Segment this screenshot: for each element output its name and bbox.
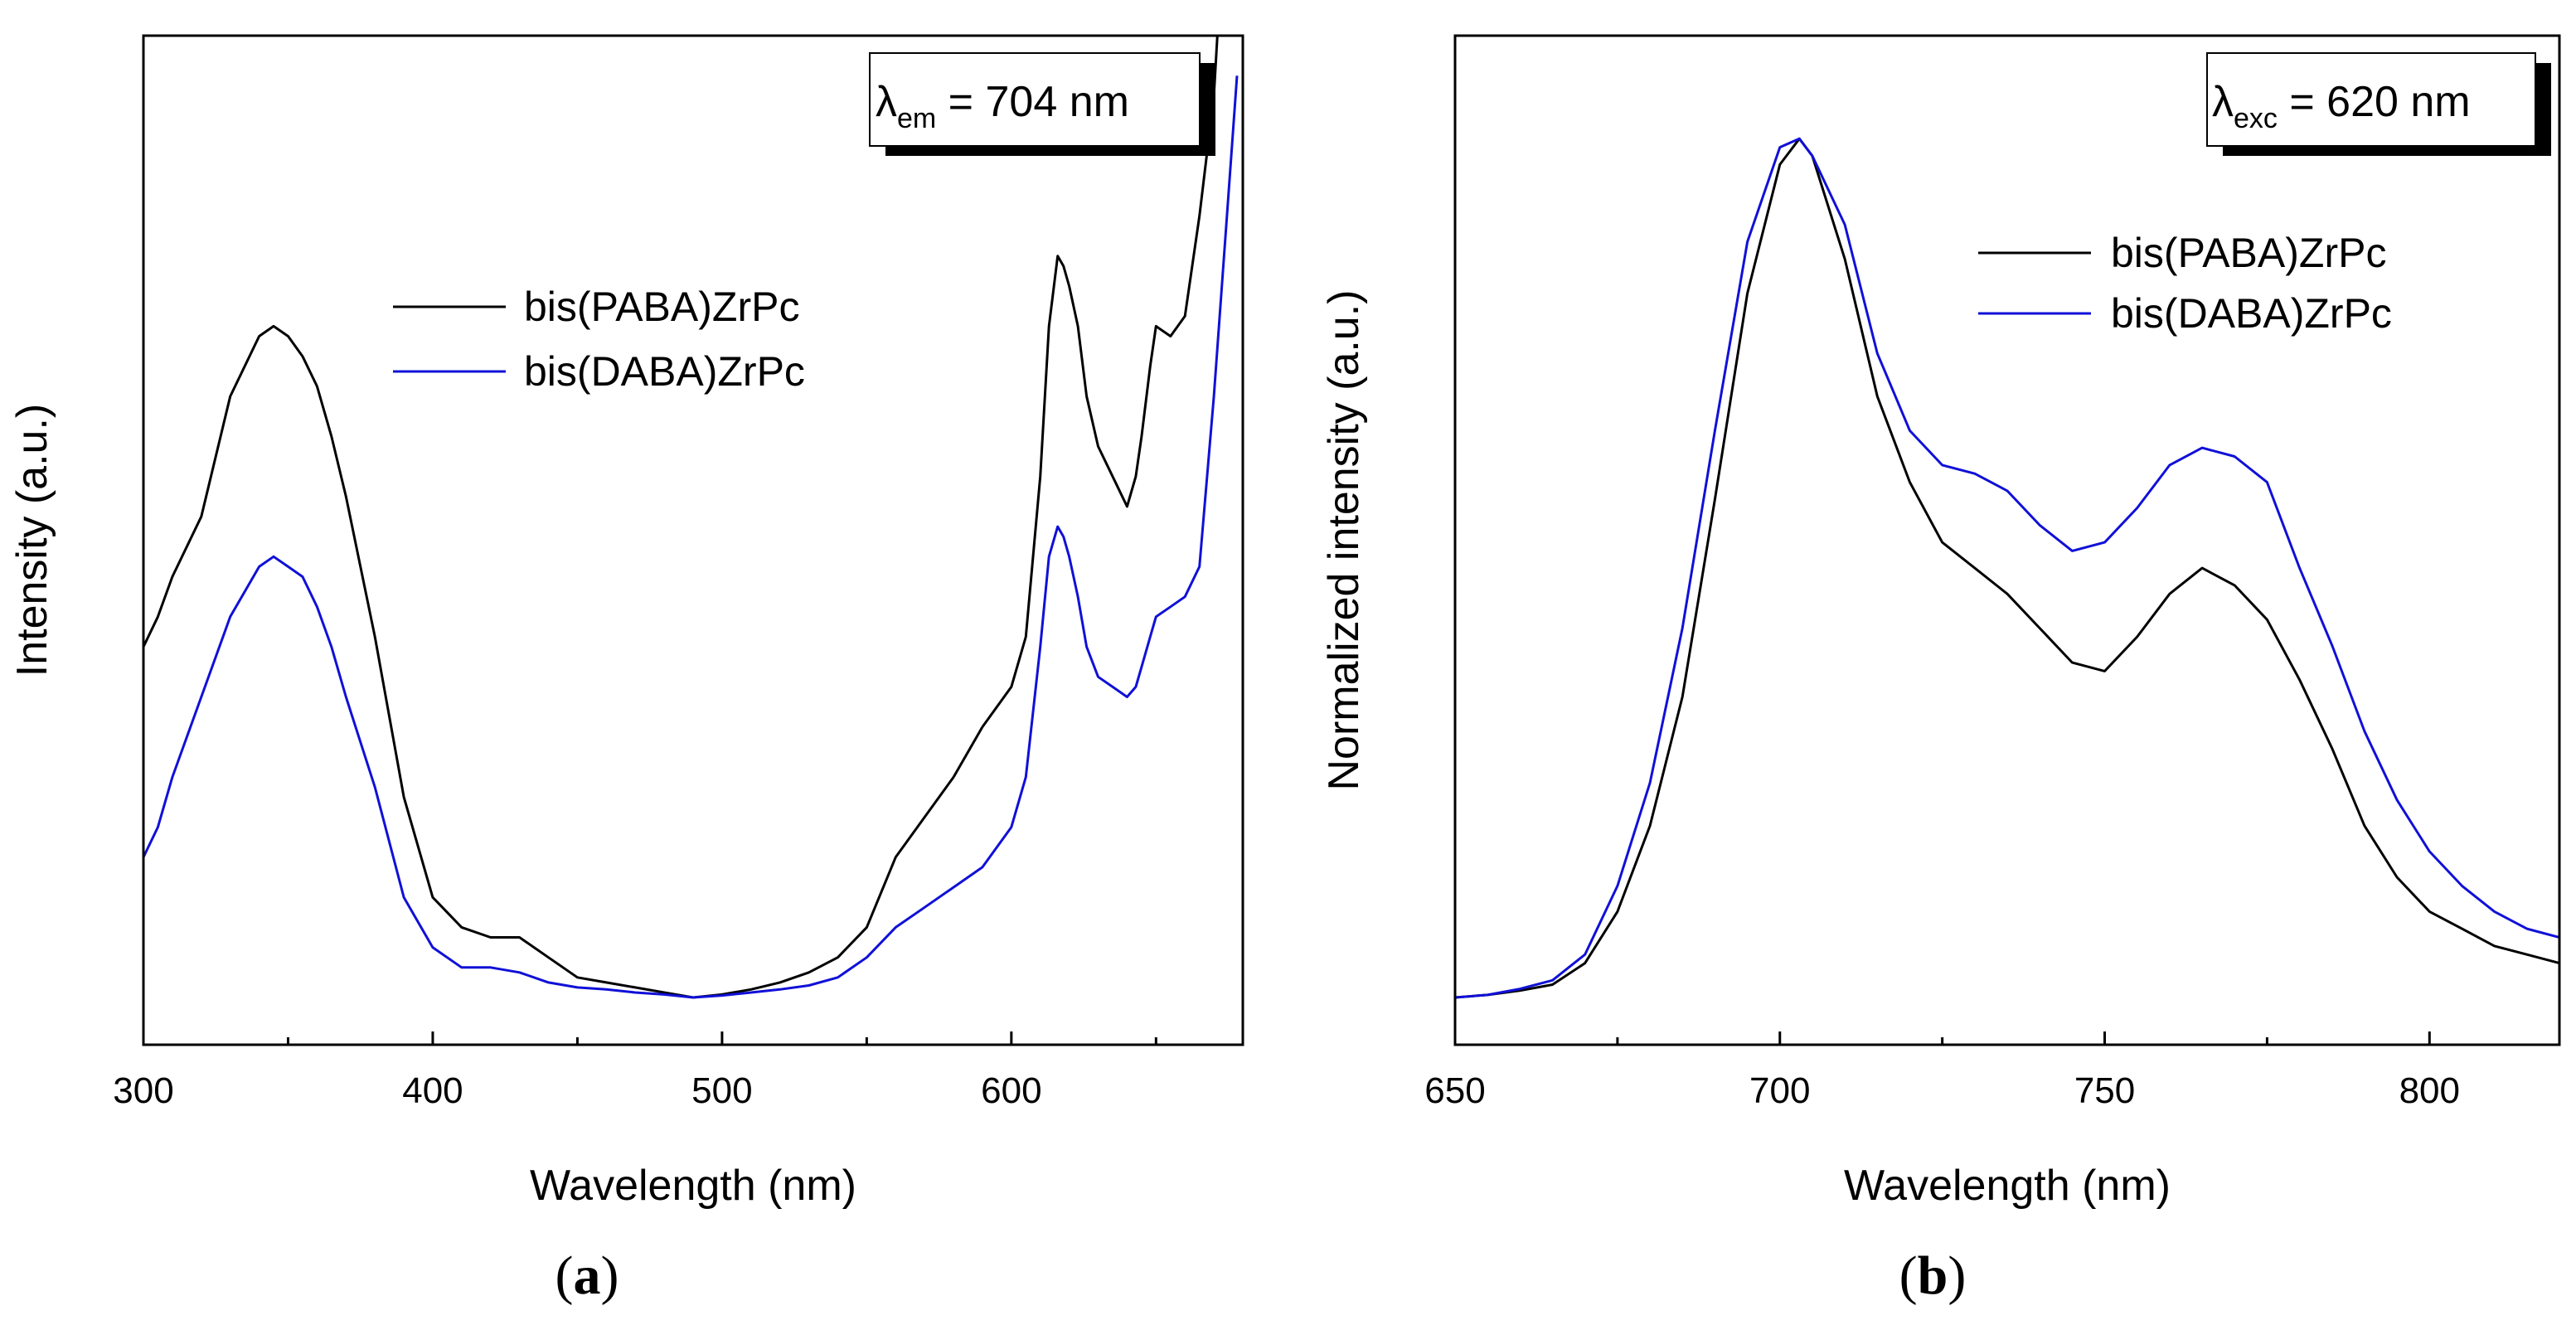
panel-a-x-tick-label: 400 bbox=[402, 1070, 463, 1111]
panel-a-x-tick-label: 600 bbox=[981, 1070, 1041, 1111]
panel-a-series-daba-line bbox=[143, 75, 1239, 999]
panel-b-annotation-box: λexc = 620 nm bbox=[2206, 52, 2551, 156]
panel-a-legend-label-paba: bis(PABA)ZrPc bbox=[524, 284, 799, 330]
panel-a-legend: bis(PABA)ZrPc bis(DABA)ZrPc bbox=[393, 284, 805, 395]
panel-a: 300 400 500 600 Intensity (a.u.) Wavelength… bbox=[8, 34, 1244, 1306]
panel-a-label: (a) bbox=[555, 1245, 619, 1306]
panel-b-annotation-text: λexc = 620 nm bbox=[2212, 78, 2471, 134]
panel-b-series-daba-line bbox=[1455, 137, 2559, 999]
panel-a-series-layer bbox=[143, 36, 1239, 999]
panel-b-plot-area: 650 700 750 800 bbox=[1424, 34, 2561, 1111]
panel-a-y-axis-label: Intensity (a.u.) bbox=[8, 404, 56, 677]
panel-b-label: (b) bbox=[1899, 1245, 1967, 1306]
panel-b-x-ticks: 650 700 750 800 bbox=[1424, 1031, 2460, 1111]
panel-b-label-letter: b bbox=[1918, 1245, 1948, 1306]
panel-a-axes-frame bbox=[142, 34, 1244, 1046]
panel-b-axes-frame bbox=[1453, 34, 2561, 1046]
panel-a-annotation-frame bbox=[869, 52, 1201, 147]
panel-a-annotation-box: λem = 704 nm bbox=[869, 52, 1215, 156]
panel-b: 650 700 750 800 Normalized intensity (a.u.)… bbox=[1320, 34, 2561, 1306]
panel-a-label-letter: a bbox=[574, 1245, 601, 1306]
panel-b-series-paba-line bbox=[1455, 137, 2559, 999]
panel-a-series-paba-line bbox=[143, 36, 1219, 999]
panel-a-x-tick-label: 500 bbox=[691, 1070, 752, 1111]
panel-a-x-ticks: 300 400 500 600 bbox=[113, 1031, 1157, 1111]
panel-b-annotation-frame bbox=[2206, 52, 2536, 147]
panel-b-x-axis-label: Wavelength (nm) bbox=[1844, 1162, 2171, 1210]
panel-a-plot-area: 300 400 500 600 bbox=[113, 34, 1244, 1111]
panel-b-annotation-subscript: exc bbox=[2234, 103, 2278, 134]
panel-b-y-axis-label: Normalized intensity (a.u.) bbox=[1320, 290, 1368, 791]
panel-b-annotation-symbol: λ bbox=[2212, 78, 2234, 126]
panel-a-annotation-symbol: λ bbox=[876, 78, 897, 126]
panel-a-legend-label-daba: bis(DABA)ZrPc bbox=[524, 348, 805, 395]
panel-b-annotation-value: = 620 nm bbox=[2278, 78, 2471, 126]
panel-b-x-tick-label: 750 bbox=[2074, 1070, 2135, 1111]
panel-a-annotation-text: λem = 704 nm bbox=[876, 78, 1129, 134]
panel-b-legend-label-daba: bis(DABA)ZrPc bbox=[2111, 290, 2392, 337]
panel-a-x-axis-label: Wavelength (nm) bbox=[530, 1162, 856, 1210]
panel-a-x-tick-label: 300 bbox=[113, 1070, 173, 1111]
panel-b-legend: bis(PABA)ZrPc bis(DABA)ZrPc bbox=[1978, 230, 2392, 337]
panel-b-x-tick-label: 650 bbox=[1424, 1070, 1485, 1111]
panel-a-annotation-subscript: em bbox=[897, 103, 936, 134]
panel-a-annotation-value: = 704 nm bbox=[936, 78, 1129, 126]
panel-b-x-tick-label: 800 bbox=[2399, 1070, 2460, 1111]
panel-b-series-layer bbox=[1455, 137, 2559, 999]
panel-b-x-tick-label: 700 bbox=[1749, 1070, 1810, 1111]
panel-b-legend-label-paba: bis(PABA)ZrPc bbox=[2111, 230, 2386, 276]
